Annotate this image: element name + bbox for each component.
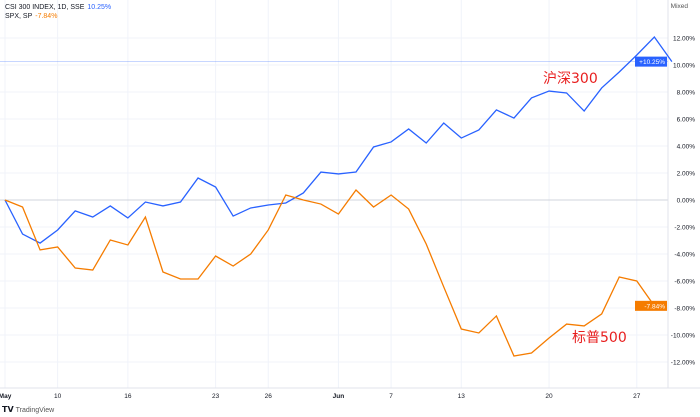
y-tick-label: -10.00% xyxy=(671,333,695,340)
x-tick-label: 26 xyxy=(265,393,273,400)
x-tick-label: 27 xyxy=(633,393,641,400)
x-tick-label: 13 xyxy=(458,393,466,400)
last-value-label: +10.25% xyxy=(639,59,665,66)
x-tick-label: 10 xyxy=(54,393,62,400)
x-tick-label: 16 xyxy=(124,393,132,400)
x-tick-label: 20 xyxy=(545,393,553,400)
scale-mode-label[interactable]: Mixed xyxy=(670,3,688,10)
y-tick-label: 10.00% xyxy=(673,63,695,70)
last-value-badge xyxy=(635,56,667,67)
x-tick-label: May xyxy=(0,393,12,400)
legend-spx[interactable]: SPX, SP -7.84% xyxy=(5,12,111,21)
legend-spx-label: SPX, SP xyxy=(5,13,33,20)
tradingview-brand: TradingView xyxy=(15,407,55,414)
y-tick-label: -12.00% xyxy=(671,360,695,367)
annotation-csi300: 沪深300 xyxy=(543,71,598,87)
last-value-label: -7.84% xyxy=(644,303,665,310)
x-tick-label: Jun xyxy=(333,393,345,400)
legend-csi300[interactable]: CSI 300 INDEX, 1D, SSE 10.25% xyxy=(5,3,111,12)
y-tick-label: 4.00% xyxy=(677,144,696,151)
legend-spx-value: -7.84% xyxy=(35,13,58,20)
y-tick-label: -2.00% xyxy=(674,225,695,232)
y-tick-label: 12.00% xyxy=(673,36,695,43)
y-tick-label: 0.00% xyxy=(677,198,696,205)
y-tick-label: -8.00% xyxy=(674,306,695,313)
y-tick-label: 6.00% xyxy=(677,117,696,124)
legend-csi300-label: CSI 300 INDEX, 1D, SSE xyxy=(5,4,85,11)
x-tick-label: 23 xyxy=(212,393,220,400)
tradingview-logo[interactable]: 𝗧𝗩 TradingView xyxy=(2,405,54,414)
tradingview-icon: 𝗧𝗩 xyxy=(2,405,14,414)
y-tick-label: 8.00% xyxy=(677,90,696,97)
x-tick-label: 7 xyxy=(389,393,393,400)
last-value-badge xyxy=(635,300,667,311)
y-tick-label: -6.00% xyxy=(674,279,695,286)
annotation-spx: 标普500 xyxy=(572,330,627,346)
legend: CSI 300 INDEX, 1D, SSE 10.25% SPX, SP -7.8… xyxy=(5,3,111,21)
y-tick-label: -4.00% xyxy=(674,252,695,259)
series-line-1 xyxy=(4,189,655,357)
legend-csi300-value: 10.25% xyxy=(87,4,112,11)
y-tick-label: 2.00% xyxy=(677,171,696,178)
